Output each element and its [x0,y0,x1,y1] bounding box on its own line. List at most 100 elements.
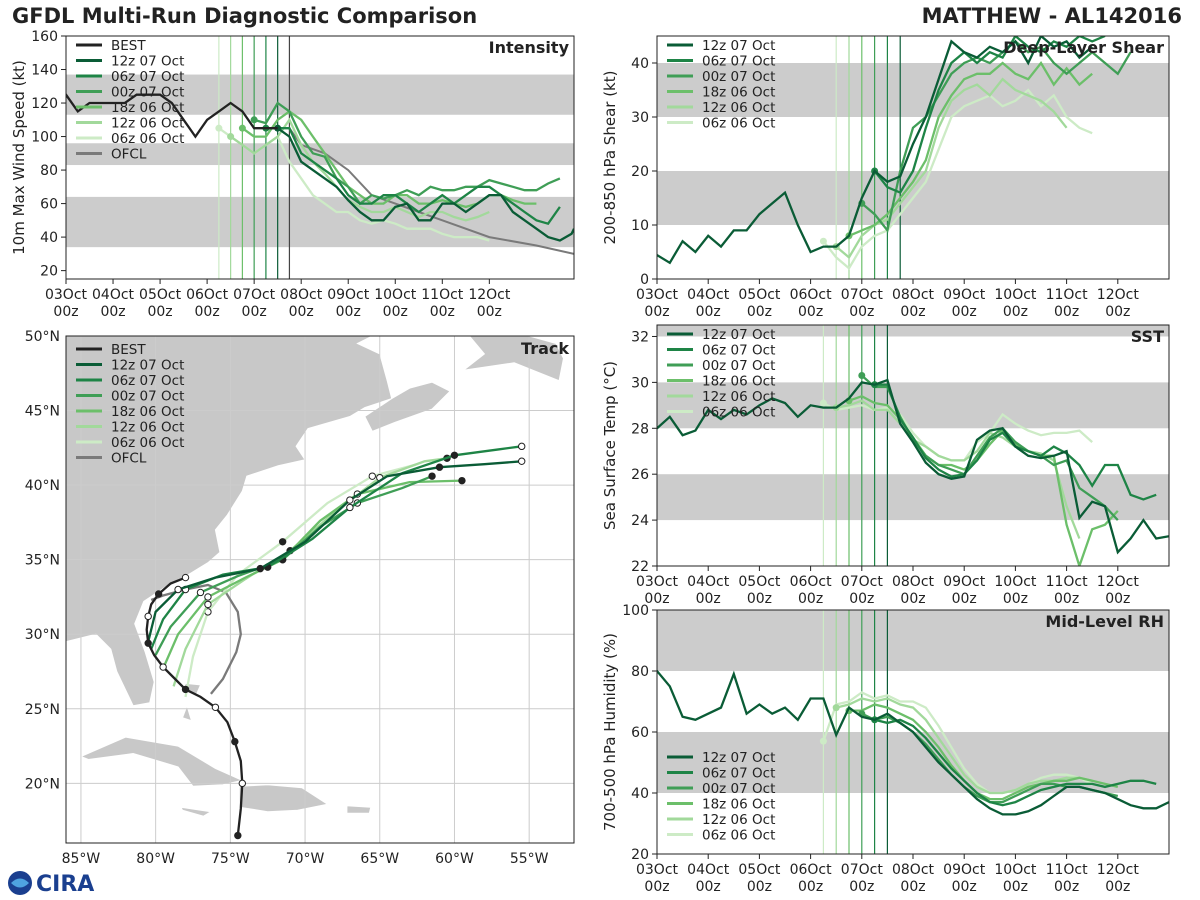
rh-band [657,610,1169,671]
puerto-rico-land [346,805,372,814]
shear-xtick-label: 00z [900,304,925,320]
jamaica-land [180,806,213,817]
series-r06z07-line [874,718,1157,807]
rh-xtick-label: 11Oct [1046,862,1089,878]
rh-xtick-label: 00z [849,879,874,895]
track-ytick-label: 45°N [25,404,60,420]
shear-xtick-label: 00z [696,304,721,320]
best-track-point [154,590,163,598]
sst-legend-label: 12z 06 Oct [702,389,775,405]
intensity-legend-label: 12z 07 Oct [111,54,184,70]
rh-legend-label: 00z 07 Oct [702,781,775,797]
track-ytick-label: 30°N [25,627,60,643]
series-r12z06-line [229,117,490,222]
rh-xtick-label: 00z [798,879,823,895]
best-track-point [231,737,239,746]
intensity-ytick-label: 20 [40,264,58,280]
intensity-legend-label: 18z 06 Oct [111,100,184,116]
shear-ytick-label: 40 [631,56,649,72]
shear-xtick-label: 08Oct [892,287,935,303]
series-r06z06-start-point [215,124,223,132]
best-track-line [145,576,244,836]
rh-xtick-label: 12Oct [1097,862,1140,878]
sst-legend-label: 12z 07 Oct [702,327,775,343]
sst-ytick-label: 30 [631,375,649,391]
shear-ytick-label: 10 [631,218,649,234]
sst-xtick-label: 00z [1003,591,1028,607]
track-ytick-label: 50°N [25,329,60,345]
shear-xtick-label: 09Oct [943,287,986,303]
sst-xtick-label: 00z [952,591,977,607]
track-r06z07-point [450,451,459,459]
intensity-xtick-label: 11Oct [421,287,464,303]
intensity-legend-label: BEST [111,38,146,54]
best-track-point [211,703,220,712]
shear-xtick-label: 06Oct [790,287,833,303]
rh-title: Mid-Level RH [1045,612,1164,631]
track-xtick-label: 60°W [435,851,474,867]
rh-xtick-label: 00z [747,879,772,895]
sst-ytick-label: 22 [631,559,649,575]
track-r12z06-point [204,600,212,609]
track-legend-label: 12z 07 Oct [111,358,184,374]
intensity-xtick-label: 04Oct [92,287,135,303]
rh-legend-label: 06z 06 Oct [702,828,775,844]
intensity-ytick-label: 140 [31,63,58,79]
intensity-band [66,196,574,248]
cuba-land [79,736,244,787]
sst-legend-label: 00z 07 Oct [702,358,775,374]
shear-legend-label: 18z 06 Oct [702,85,775,101]
rh-xtick-label: 00z [1054,879,1079,895]
intensity-title: Intensity [489,38,570,57]
sst-xtick-label: 00z [644,591,669,607]
sst-ytick-label: 26 [631,467,649,483]
cira-swirl-icon [11,878,29,888]
shear-xtick-label: 12Oct [1097,287,1140,303]
intensity-xtick-label: 00z [195,304,220,320]
rh-xtick-label: 10Oct [994,862,1037,878]
track-xtick-label: 65°W [360,851,399,867]
series-r18z06-line [848,394,1119,566]
best-track-point [181,573,190,582]
sst-xtick-label: 00z [798,591,823,607]
intensity-xtick-label: 00z [242,304,267,320]
track-xtick-label: 55°W [510,851,549,867]
track-legend-label: 12z 06 Oct [111,420,184,436]
intensity-legend-label: OFCL [111,147,147,163]
sst-legend-label: 18z 06 Oct [702,374,775,390]
intensity-xtick-label: 00z [477,304,502,320]
shear-xtick-label: 03Oct [636,287,679,303]
intensity-xtick-label: 12Oct [468,287,511,303]
track-legend-label: OFCL [111,451,147,467]
track-xtick-label: 80°W [136,851,175,867]
sst-legend-label: 06z 06 Oct [702,405,775,421]
intensity-chart: 2040608010012014016003Oct00z04Oct00z05Oc… [10,29,575,320]
intensity-legend-label: 12z 06 Oct [111,116,184,132]
series-r00z07-start-point [858,371,866,379]
intensity-ytick-label: 120 [31,96,58,112]
rh-ytick-label: 100 [622,603,649,619]
rh-ytick-label: 80 [631,664,649,680]
intensity-legend-label: 06z 07 Oct [111,69,184,85]
rh-xtick-label: 09Oct [943,862,986,878]
best-track-point [238,779,247,788]
sst-xtick-label: 00z [1105,591,1130,607]
track-legend-label: 18z 06 Oct [111,404,184,420]
sst-xtick-label: 00z [1054,591,1079,607]
track-legend-label: 00z 07 Oct [111,389,184,405]
track-chart: 85°W 80°W 75°W 70°W 65°W 60°W 55°W 20°N 25°N 30°N… [25,329,575,867]
track-legend-label: 06z 07 Oct [111,373,184,389]
best-line [66,93,278,139]
shear-ytick-label: 20 [631,164,649,180]
sst-legend-label: 06z 07 Oct [702,343,775,359]
series-r06z06-start-point [819,737,827,745]
rh-xtick-label: 00z [1003,879,1028,895]
rh-legend-label: 18z 06 Oct [702,797,775,813]
series-r06z06-start-point [819,237,827,245]
sst-band [657,382,1169,429]
best-track-point [159,663,167,671]
intensity-xtick-label: 09Oct [327,287,370,303]
track-xtick-label: 75°W [211,851,250,867]
intensity-xtick-label: 00z [53,304,78,320]
